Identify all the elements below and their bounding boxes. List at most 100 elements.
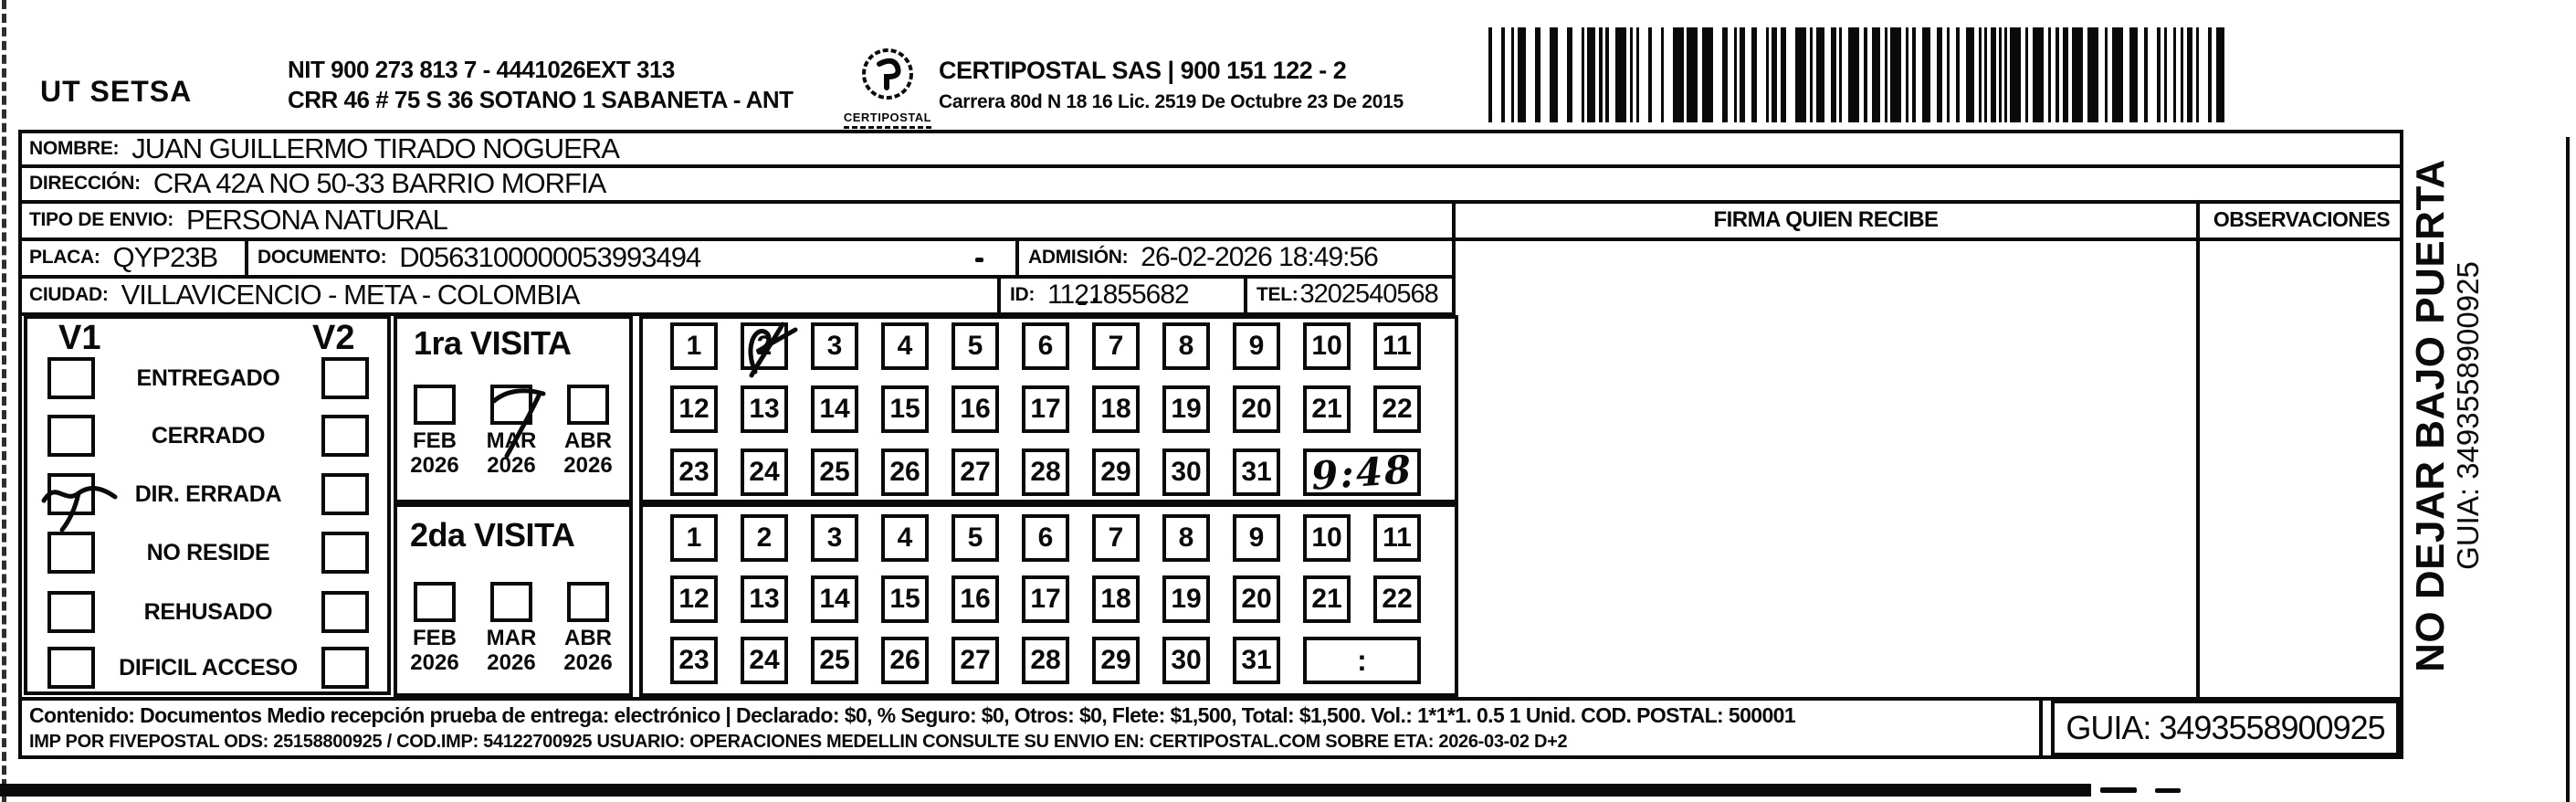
row-divider: [18, 237, 2403, 241]
handwritten-day-mark: [748, 322, 798, 378]
field-row-direccion: DIRECCIÓN: CRA 42A NO 50-33 BARRIO MORFI…: [22, 168, 2400, 198]
month-label: FEB: [413, 626, 457, 650]
certipostal-block: CERTIPOSTAL SAS | 900 151 122 - 2 Carrer…: [939, 57, 1404, 113]
nombre-label: NOMBRE:: [29, 138, 120, 159]
day-cell-12: 12: [670, 575, 718, 623]
status-row-dir-errada: DIR. ERRADA: [41, 472, 369, 533]
scan-noise: [1078, 301, 1087, 305]
day-cell-19: 19: [1162, 385, 1210, 433]
day-cell-31: 31: [1233, 637, 1280, 684]
month-label: FEB: [413, 428, 457, 453]
first-visit-time-box: 9:48: [1303, 447, 1421, 498]
day-cell-9: 9: [1233, 322, 1280, 370]
day-cell-23: 23: [670, 448, 718, 496]
day-cell-17: 17: [1022, 385, 1069, 433]
day-cell-13: 13: [741, 575, 788, 623]
day-cell-6: 6: [1022, 514, 1069, 562]
day-cell-4: 4: [881, 514, 929, 562]
day-cell-12: 12: [670, 385, 718, 433]
row-divider: [18, 200, 2403, 204]
id-label: ID:: [1010, 283, 1036, 305]
logo-tagline-line: [844, 126, 931, 129]
documento-label: DOCUMENTO:: [258, 246, 387, 268]
year-label: 2026: [487, 453, 536, 478]
day-cell-8: 8: [1162, 514, 1210, 562]
row-divider: [18, 164, 2403, 168]
scan-left-edge: [2, 0, 6, 802]
column-divider-observaciones: [2196, 200, 2200, 701]
month-mar-first: MAR 2026: [481, 385, 546, 478]
field-row-documento: DOCUMENTO: D0563100000053993494: [250, 241, 1014, 273]
mar-checkbox-checked: [490, 385, 546, 459]
day-cell-16: 16: [952, 575, 999, 623]
day-cell-27: 27: [952, 637, 999, 684]
no-dejar-bajo-puerta-text: NO DEJAR BAJO PUERTA: [2408, 159, 2453, 672]
guia-number-box: GUIA: 3493558900925: [2051, 700, 2400, 756]
scan-right-edge: [2566, 137, 2570, 802]
observaciones-header: OBSERVACIONES: [2213, 207, 2391, 231]
day-cell-31: 31: [1233, 448, 1280, 496]
day-cell-5: 5: [952, 514, 999, 562]
day-cell-21: 21: [1303, 385, 1351, 433]
documento-value: D0563100000053993494: [399, 241, 701, 273]
cell-divider: [1015, 237, 1019, 279]
firma-area: [1456, 239, 2196, 697]
field-row-tel: TEL: 3202540568: [1249, 279, 1450, 311]
v1-header: V1: [58, 319, 101, 357]
sender-nit-block: NIT 900 273 813 7 - 4441026EXT 313 CRR 4…: [288, 55, 794, 115]
day-cell-17: 17: [1022, 575, 1069, 623]
v1-dificil-acceso-checkbox: [47, 647, 95, 689]
side-guia-text: GUIA: 3493558900925: [2451, 261, 2485, 570]
day-cell-8: 8: [1162, 322, 1210, 370]
field-row-id: ID: 1121855682: [1003, 279, 1240, 311]
day-cell-11: 11: [1373, 322, 1421, 370]
placa-label: PLACA:: [29, 246, 100, 268]
day-cell-18: 18: [1092, 385, 1140, 433]
v2-dificil-acceso-checkbox: [321, 647, 369, 689]
month-feb-second: FEB 2026: [405, 582, 465, 675]
observaciones-area: [2200, 239, 2403, 697]
v1-no-reside-checkbox: [47, 532, 95, 574]
day-cell-26: 26: [881, 448, 929, 496]
placa-value: QYP23B: [112, 241, 219, 273]
year-label: 2026: [410, 650, 459, 675]
month-abr-second: ABR 2026: [558, 582, 618, 675]
day-cell-20: 20: [1233, 385, 1280, 433]
day-cell-15: 15: [881, 575, 929, 623]
certipostal-logo: CERTIPOSTAL: [833, 46, 942, 129]
day-cell-25: 25: [811, 448, 858, 496]
direccion-value: CRA 42A NO 50-33 BARRIO MORFIA: [152, 168, 606, 198]
day-cell-24: 24: [741, 637, 788, 684]
month-label: MAR: [486, 428, 537, 453]
month-mar-second: MAR 2026: [481, 582, 541, 675]
tipo-envio-label: TIPO DE ENVIO:: [29, 208, 173, 230]
day-cell-19: 19: [1162, 575, 1210, 623]
status-label: ENTREGADO: [136, 364, 280, 391]
day-cell-28: 28: [1022, 637, 1069, 684]
scan-noise: [2100, 787, 2137, 793]
status-row-entregado: ENTREGADO: [47, 356, 369, 400]
day-cell-7: 7: [1092, 514, 1140, 562]
year-label: 2026: [563, 453, 613, 478]
status-row-no-reside: NO RESIDE: [47, 531, 369, 575]
day-cell-25: 25: [811, 637, 858, 684]
field-row-admision: ADMISIÓN: 26-02-2026 18:49:56: [1021, 241, 1450, 273]
side-note-rotated: NO DEJAR BAJO PUERTA GUIA: 3493558900925: [2408, 137, 2494, 694]
day-cell-1: 1: [670, 322, 718, 370]
barcode: [1488, 27, 2230, 122]
direccion-label: DIRECCIÓN:: [29, 172, 141, 194]
footer-divider: [2039, 697, 2043, 759]
scan-bottom-streak: [0, 784, 2091, 797]
certipostal-logo-icon: [862, 48, 913, 100]
v2-entregado-checkbox: [321, 357, 369, 399]
ciudad-label: CIUDAD:: [29, 283, 109, 305]
field-row-ciudad: CIUDAD: VILLAVICENCIO - META - COLOMBIA: [22, 279, 994, 311]
footer-content-line: Contenido: Documentos Medio recepción pr…: [29, 703, 1796, 727]
feb-checkbox: [414, 385, 456, 425]
day-cell-9: 9: [1233, 514, 1280, 562]
ciudad-value: VILLAVICENCIO - META - COLOMBIA: [121, 279, 581, 311]
day-cell-3: 3: [811, 322, 858, 370]
second-visit-time-box: :: [1303, 637, 1421, 684]
admision-label: ADMISIÓN:: [1028, 246, 1129, 268]
first-visit-title: 1ra VISITA: [414, 324, 572, 362]
